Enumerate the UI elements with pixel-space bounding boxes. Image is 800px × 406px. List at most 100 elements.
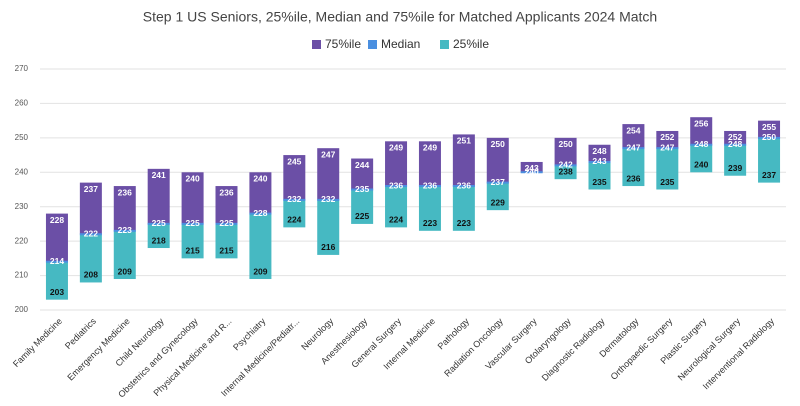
value-label: 236 (423, 180, 437, 190)
bar-upper (520, 161, 543, 173)
value-label: 255 (762, 122, 776, 132)
value-label: 215 (219, 246, 233, 256)
bar-lower (215, 223, 238, 259)
bar-upper (147, 168, 170, 224)
value-label: 251 (457, 136, 471, 146)
value-label: 247 (321, 149, 335, 159)
value-label: 237 (762, 170, 776, 180)
value-label: 224 (287, 215, 301, 225)
bar-upper (418, 141, 441, 187)
value-label: 225 (152, 218, 166, 228)
bar-upper (724, 130, 747, 145)
value-label: 238 (558, 166, 572, 176)
bar-upper (385, 141, 408, 187)
value-label: 248 (592, 146, 606, 156)
bar-lower (418, 186, 441, 231)
value-label: 228 (253, 208, 267, 218)
value-label: 225 (219, 218, 233, 228)
bar-upper (622, 124, 645, 149)
bar-lower (113, 230, 136, 280)
legend-label: 25%ile (453, 37, 489, 51)
value-label: 228 (50, 215, 64, 225)
bar-upper (283, 155, 306, 200)
x-tick-label: Pathology (436, 316, 472, 352)
value-label: 242 (558, 160, 572, 170)
y-tick-label: 200 (15, 305, 29, 314)
value-label: 249 (389, 143, 403, 153)
bar-lower (45, 261, 68, 300)
x-tick-label: Interventional Radiology (701, 316, 777, 392)
x-tick-label: Diagnostic Radiology (540, 316, 607, 383)
value-label: 250 (558, 139, 572, 149)
bar-lower (452, 186, 475, 231)
value-label: 247 (660, 142, 674, 152)
value-label: 243 (592, 156, 606, 166)
bar-lower (249, 213, 272, 280)
value-label: 232 (287, 194, 301, 204)
bar-lower (588, 161, 611, 190)
value-label: 237 (491, 177, 505, 187)
x-tick-label: Neurological Surgery (676, 316, 743, 383)
bar-lower (554, 165, 577, 180)
legend-swatch (368, 40, 377, 49)
value-label: 222 (84, 229, 98, 239)
value-label: 236 (219, 187, 233, 197)
bar-upper (588, 144, 611, 162)
value-label: 216 (321, 242, 335, 252)
x-tick-label: Emergency Medicine (65, 316, 132, 383)
bar-upper (113, 186, 136, 231)
bar-upper (249, 172, 272, 214)
value-label: 240 (525, 167, 539, 177)
value-label: 237 (84, 184, 98, 194)
y-tick-label: 250 (15, 133, 29, 142)
y-tick-label: 260 (15, 99, 29, 108)
value-label: 209 (253, 266, 267, 276)
value-label: 256 (694, 118, 708, 128)
value-label: 223 (423, 218, 437, 228)
bar-lower (724, 144, 747, 176)
bar-upper (79, 182, 102, 235)
bar-upper (452, 134, 475, 187)
value-label: 250 (491, 139, 505, 149)
value-label: 218 (152, 235, 166, 245)
bar-lower (690, 144, 713, 173)
bar-upper (45, 213, 68, 262)
bar-lower (283, 199, 306, 228)
bar-upper (554, 137, 577, 166)
value-label: 240 (185, 174, 199, 184)
value-label: 241 (152, 170, 166, 180)
y-tick-label: 270 (15, 64, 29, 73)
legend-label: Median (381, 37, 420, 51)
bar-lower (486, 182, 509, 211)
value-label: 235 (355, 184, 369, 194)
y-tick-label: 230 (15, 202, 29, 211)
legend-swatch (312, 40, 321, 49)
value-label: 250 (762, 132, 776, 142)
bar-lower (622, 148, 645, 187)
value-label: 247 (626, 142, 640, 152)
value-label: 236 (626, 173, 640, 183)
value-label: 209 (118, 266, 132, 276)
value-label: 224 (389, 215, 403, 225)
value-label: 236 (389, 180, 403, 190)
bar-upper (181, 172, 204, 224)
bar-upper (690, 117, 713, 145)
value-label: 244 (355, 160, 369, 170)
y-tick-label: 240 (15, 167, 29, 176)
value-label: 208 (84, 270, 98, 280)
bar-lower (351, 189, 374, 224)
bar-upper (656, 130, 679, 149)
value-label: 240 (253, 174, 267, 184)
bar-upper (317, 148, 340, 200)
value-label: 245 (287, 156, 301, 166)
bar-lower (317, 199, 340, 255)
bar-lower (385, 186, 408, 228)
value-label: 239 (728, 163, 742, 173)
value-label: 252 (660, 132, 674, 142)
bar-lower (147, 223, 170, 249)
bar-lower (656, 148, 679, 190)
value-label: 215 (185, 246, 199, 256)
value-label: 248 (728, 139, 742, 149)
value-label: 236 (118, 187, 132, 197)
